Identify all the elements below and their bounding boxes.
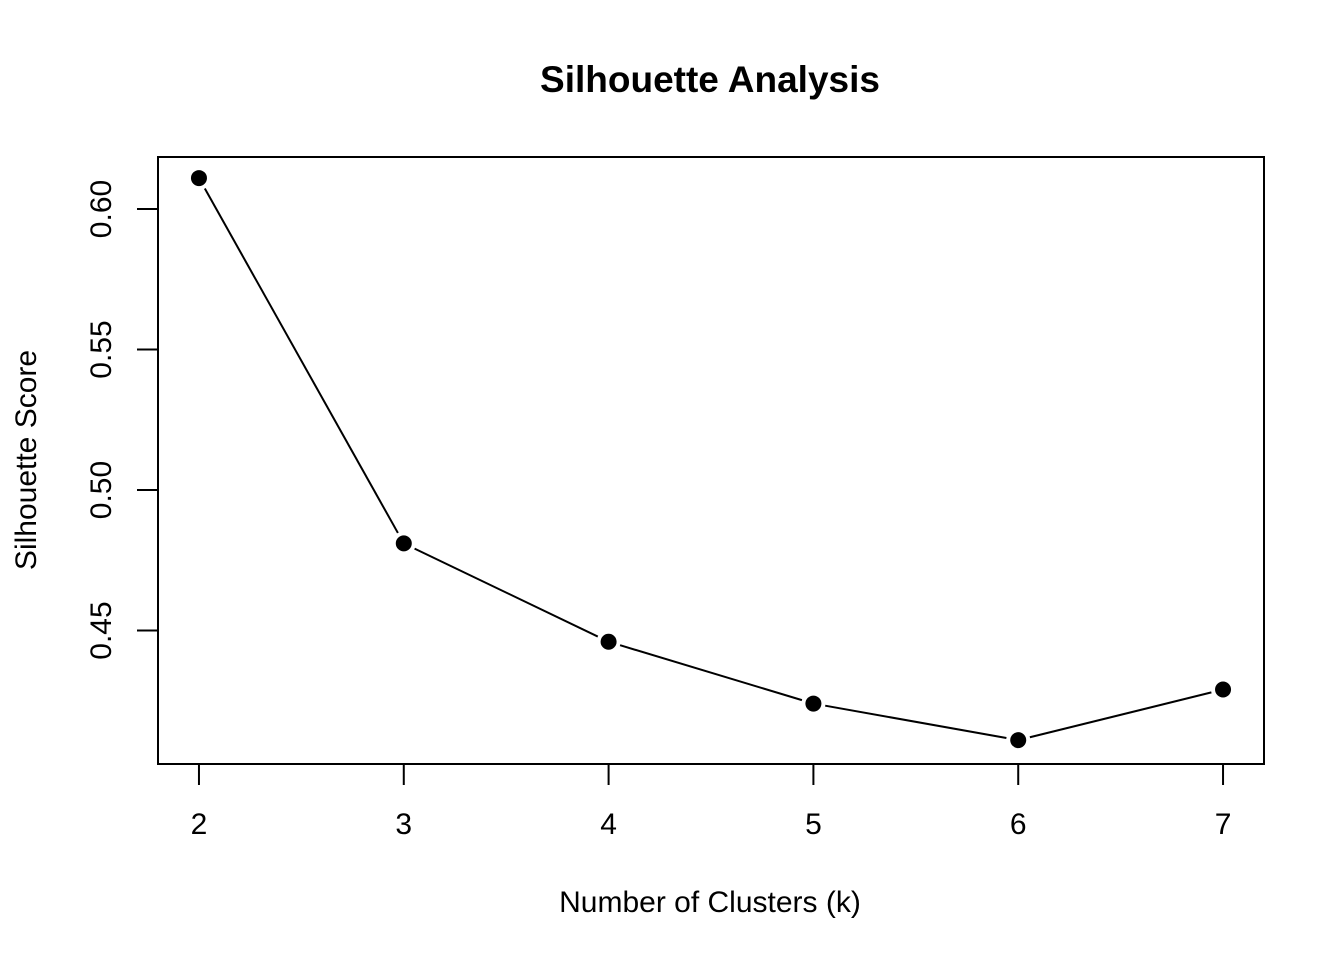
y-axis: 0.45 0.50 0.55 0.60 — [85, 180, 159, 660]
data-point — [805, 695, 822, 712]
data-point — [600, 633, 617, 650]
y-axis-label: Silhouette Score — [10, 350, 43, 570]
x-tick-label: 5 — [805, 808, 822, 841]
x-axis-label: Number of Clusters (k) — [559, 886, 861, 919]
series-line-segment — [203, 188, 399, 534]
data-point — [1215, 681, 1232, 698]
x-tick-label: 3 — [395, 808, 412, 841]
y-tick-label: 0.60 — [85, 180, 118, 238]
series-line-segment — [619, 644, 803, 702]
y-tick-label: 0.50 — [85, 461, 118, 519]
data-point — [395, 535, 412, 552]
series-line-segment — [414, 547, 599, 638]
series-line-segment — [825, 704, 1007, 739]
data-point — [1010, 732, 1027, 749]
x-tick-label: 2 — [191, 808, 208, 841]
series-layer — [190, 170, 1232, 749]
x-tick-label: 6 — [1010, 808, 1027, 841]
y-tick-label: 0.55 — [85, 320, 118, 378]
chart-title: Silhouette Analysis — [540, 59, 880, 100]
data-point — [190, 170, 207, 187]
x-tick-label: 7 — [1215, 808, 1232, 841]
series-line-segment — [1029, 691, 1212, 739]
x-axis: 2 3 4 5 6 7 — [191, 763, 1232, 841]
y-tick-label: 0.45 — [85, 601, 118, 659]
x-tick-label: 4 — [600, 808, 617, 841]
